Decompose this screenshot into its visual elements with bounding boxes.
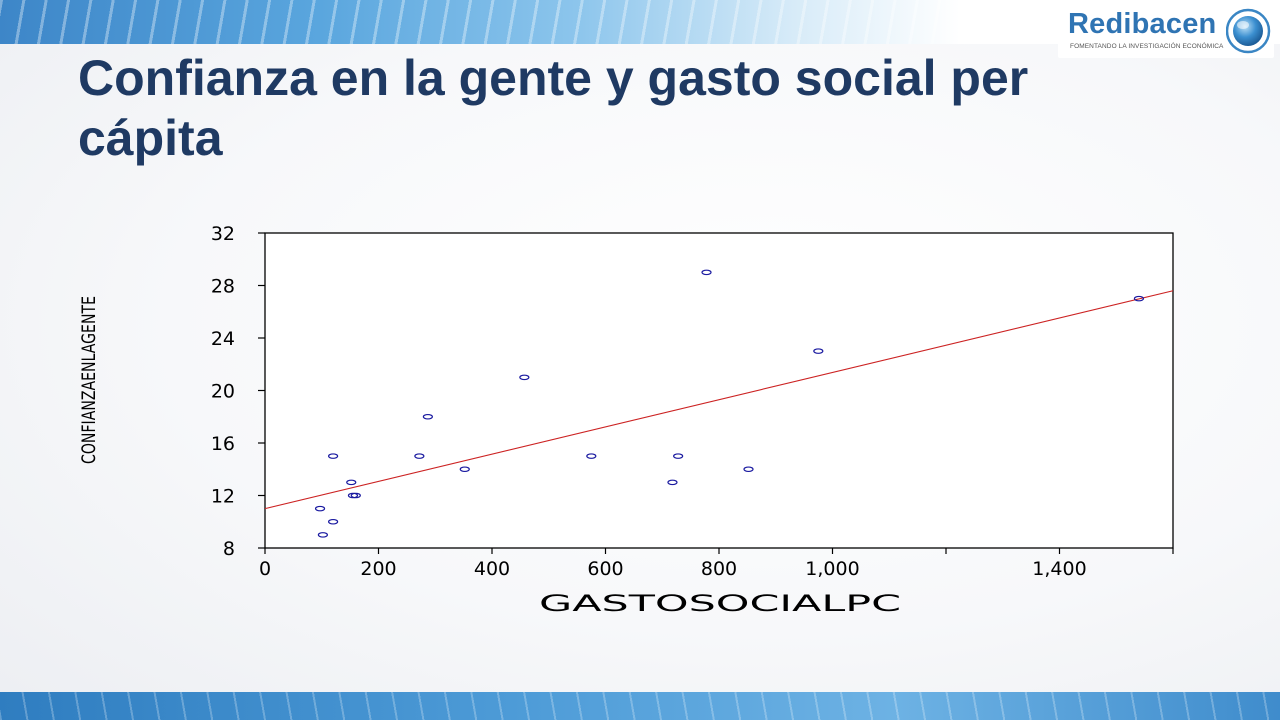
data-point bbox=[346, 479, 357, 486]
data-points bbox=[314, 269, 1145, 538]
x-axis-label: GASTOSOCIALPC bbox=[539, 592, 901, 617]
data-point bbox=[519, 374, 530, 381]
globe-icon bbox=[1226, 8, 1271, 54]
x-tick-label: 400 bbox=[474, 558, 510, 580]
x-tick-label: 600 bbox=[587, 558, 623, 580]
y-tick-label: 32 bbox=[211, 223, 235, 245]
x-tick-label: 200 bbox=[360, 558, 396, 580]
plot-area bbox=[264, 232, 1174, 549]
y-tick-label: 20 bbox=[211, 381, 235, 403]
logo-tagline: FOMENTANDO LA INVESTIGACIÓN ECONÓMICA bbox=[1070, 43, 1224, 50]
x-tick-label: 1,000 bbox=[805, 558, 859, 580]
data-point bbox=[314, 505, 326, 512]
x-tick-label: 1,400 bbox=[1032, 558, 1086, 580]
y-tick-label: 28 bbox=[211, 276, 235, 298]
data-point bbox=[328, 518, 339, 525]
x-tick-label: 800 bbox=[701, 558, 737, 580]
y-tick-label: 16 bbox=[211, 433, 235, 455]
data-point bbox=[317, 532, 328, 538]
data-point bbox=[350, 492, 361, 499]
fit-line bbox=[264, 290, 1174, 510]
x-axis: 0 200 400 600 800 1,000 1,400 bbox=[259, 548, 1174, 580]
data-point bbox=[673, 453, 684, 459]
bottom-banner bbox=[0, 692, 1280, 720]
y-tick-label: 8 bbox=[223, 538, 235, 560]
data-point bbox=[701, 269, 712, 276]
data-point bbox=[667, 479, 678, 486]
y-axis: 8 12 16 20 24 28 32 bbox=[211, 223, 265, 560]
redibacen-logo: Redibacen FOMENTANDO LA INVESTIGACIÓN EC… bbox=[1058, 4, 1274, 58]
data-point bbox=[1133, 295, 1145, 302]
data-point bbox=[328, 453, 339, 459]
data-point bbox=[743, 466, 754, 473]
plot-frame bbox=[264, 232, 1174, 549]
data-point bbox=[414, 453, 425, 459]
logo-name: Redibacen bbox=[1068, 8, 1217, 40]
y-tick-label: 12 bbox=[211, 486, 235, 508]
fit-line-group bbox=[264, 290, 1174, 510]
slide-title: Confianza en la gente y gasto social per… bbox=[78, 50, 1029, 166]
data-point bbox=[422, 413, 433, 420]
data-point bbox=[459, 466, 470, 473]
x-tick-label: 0 bbox=[259, 558, 271, 580]
data-point bbox=[813, 348, 824, 354]
data-point bbox=[586, 453, 597, 459]
y-axis-label: CONFIANZAENLAGENTE bbox=[78, 296, 100, 464]
y-tick-label: 24 bbox=[211, 328, 235, 350]
